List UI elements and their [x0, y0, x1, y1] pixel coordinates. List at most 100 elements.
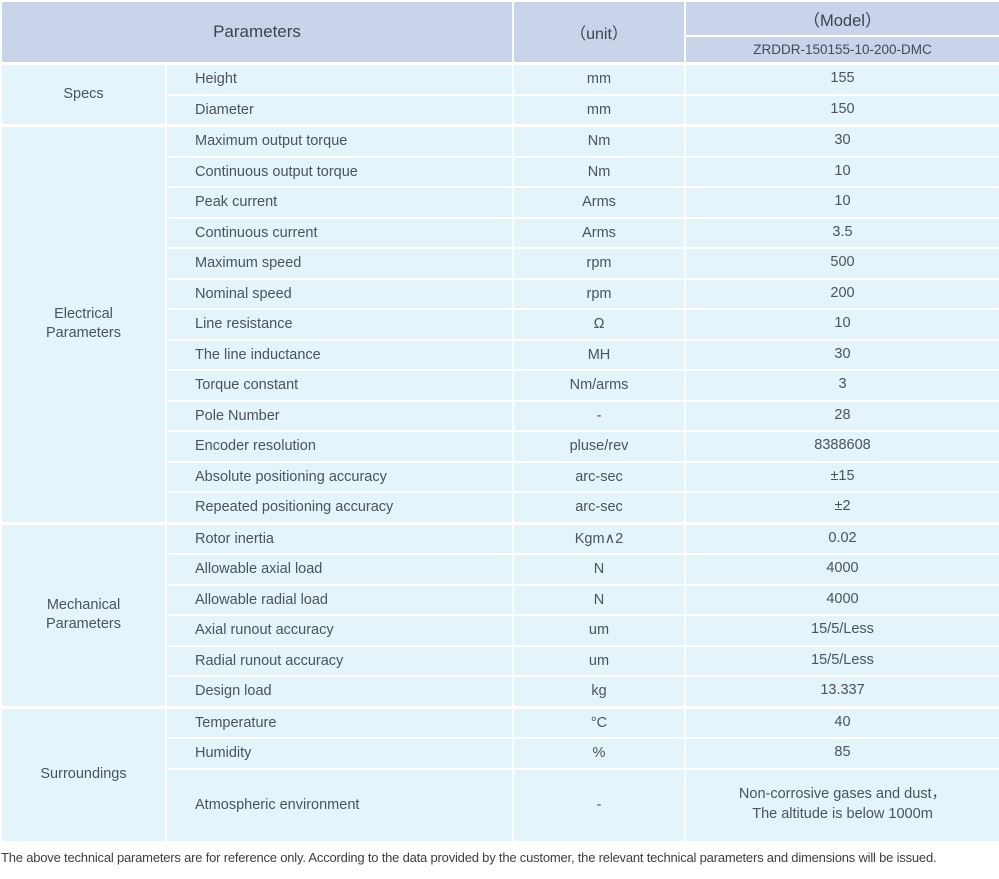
name-cell: Continuous current [165, 216, 514, 249]
parameters-header: Parameters [0, 0, 514, 65]
value-cell: 28 [684, 399, 999, 432]
unit-cell: um [512, 614, 686, 647]
value-cell: 0.02 [684, 521, 999, 555]
value-cell: 150 [684, 93, 999, 127]
unit-cell: mm [512, 62, 686, 96]
value-cell: 40 [684, 705, 999, 739]
unit-cell: - [512, 767, 686, 843]
name-cell: Torque constant [165, 369, 514, 402]
name-cell: Maximum speed [165, 247, 514, 280]
table-row: Radial runout accuracy um 15/5/Less [1, 644, 999, 677]
table-row: Peak current Arms 10 [1, 186, 999, 219]
unit-cell: Arms [512, 186, 686, 219]
name-cell: Continuous output torque [165, 155, 514, 188]
value-cell: 155 [684, 62, 999, 96]
table-row: Repeated positioning accuracy arc-sec ±2 [1, 491, 999, 524]
unit-cell: % [512, 737, 686, 770]
header-row-top: Parameters （unit） （Model） [0, 0, 999, 65]
unit-cell: arc-sec [512, 491, 686, 524]
unit-cell: - [512, 399, 686, 432]
table-row: Continuous current Arms 3.5 [1, 216, 999, 249]
spec-table: Parameters （unit） （Model） ZRDDR-150155-1… [0, 0, 999, 843]
unit-cell: um [512, 644, 686, 677]
name-cell: Peak current [165, 186, 514, 219]
name-cell: Atmospheric environment [165, 767, 514, 843]
name-cell: Allowable axial load [165, 553, 514, 586]
table-row: Torque constant Nm/arms 3 [1, 369, 999, 402]
value-cell: 200 [684, 277, 999, 310]
unit-cell: Nm [512, 124, 686, 158]
name-cell: Rotor inertia [165, 521, 514, 555]
table-row: Humidity% 85 [1, 737, 999, 770]
value-cell: 85 [684, 737, 999, 770]
table-row: Axial runout accuracy um 15/5/Less [1, 614, 999, 647]
unit-cell: N [512, 583, 686, 616]
name-cell: Radial runout accuracy [165, 644, 514, 677]
value-cell: ±2 [684, 491, 999, 524]
table-row: Mechanical Parameters Rotor inertia Kgm∧2 0… [0, 521, 999, 708]
table-row: The line inductance MH 30 [1, 338, 999, 371]
unit-cell: MH [512, 338, 686, 371]
table-row: Allowable radial load N 4000 [1, 583, 999, 616]
table-row: Continuous output torque Nm 10 [1, 155, 999, 188]
unit-cell: Arms [512, 216, 686, 249]
name-cell: Repeated positioning accuracy [165, 491, 514, 524]
value-cell: 13.337 [684, 675, 999, 708]
name-cell: The line inductance [165, 338, 514, 371]
unit-cell: rpm [512, 247, 686, 280]
name-cell: Humidity [165, 737, 514, 770]
name-cell: Nominal speed [165, 277, 514, 310]
model-number: ZRDDR-150155-10-200-DMC [684, 35, 999, 65]
unit-cell: mm [512, 93, 686, 127]
unit-cell: kg [512, 675, 686, 708]
model-header: （Model） [684, 0, 999, 37]
unit-cell: pluse/rev [512, 430, 686, 463]
name-cell: Pole Number [165, 399, 514, 432]
value-cell: 10 [684, 186, 999, 219]
group-label: Mechanical Parameters [0, 521, 167, 708]
unit-cell: N [512, 553, 686, 586]
value-cell: 8388608 [684, 430, 999, 463]
name-cell: Absolute positioning accuracy [165, 460, 514, 493]
table-row: Diameter mm 150 [1, 93, 999, 127]
group-label: Surroundings [0, 705, 167, 843]
value-cell: 4000 [684, 583, 999, 616]
unit-cell: °C [512, 705, 686, 739]
table-row: Line resistance Ω 10 [1, 308, 999, 341]
table-row: Surroundings Temperature °C 40 [0, 705, 999, 843]
name-cell: Allowable radial load [165, 583, 514, 616]
value-cell: 10 [684, 155, 999, 188]
footnote-text: The above technical parameters are for r… [1, 849, 937, 865]
value-cell: ±15 [684, 460, 999, 493]
group-label: Electrical Parameters [0, 124, 167, 524]
value-cell: 4000 [684, 553, 999, 586]
name-cell: Temperature [165, 705, 514, 739]
unit-cell: Nm [512, 155, 686, 188]
table-row: Encoder resolution pluse/rev 8388608 [1, 430, 999, 463]
name-cell: Axial runout accuracy [165, 614, 514, 647]
name-cell: Diameter [165, 93, 514, 127]
value-cell: 10 [684, 308, 999, 341]
table-row: Atmospheric environment - Non-corrosive ga… [1, 767, 999, 843]
value-cell: 15/5/Less [684, 644, 999, 677]
unit-cell: Nm/arms [512, 369, 686, 402]
name-cell: Line resistance [165, 308, 514, 341]
spec-table-body: Specs Height mm 155 Diameter mm 150 Electrical … [0, 62, 999, 843]
unit-cell: Kgm∧2 [512, 521, 686, 555]
table-header: Parameters （unit） （Model） ZRDDR-150155-1… [0, 0, 999, 65]
header-row-model: ZRDDR-150155-10-200-DMC [1, 35, 999, 65]
table-row: Electrical Parameters Maximum output torq… [0, 124, 999, 524]
value-cell: 30 [684, 338, 999, 371]
value-cell: Non-corrosive gases and dust， The altitu… [684, 767, 999, 843]
name-cell: Encoder resolution [165, 430, 514, 463]
table-row: Specs Height mm 155 [0, 62, 999, 127]
value-cell: 3 [684, 369, 999, 402]
table-row: Allowable axial load N 4000 [1, 553, 999, 586]
value-cell: 500 [684, 247, 999, 280]
name-cell: Design load [165, 675, 514, 708]
value-cell: 30 [684, 124, 999, 158]
unit-cell: Ω [512, 308, 686, 341]
value-cell: 3.5 [684, 216, 999, 249]
value-cell: 15/5/Less [684, 614, 999, 647]
